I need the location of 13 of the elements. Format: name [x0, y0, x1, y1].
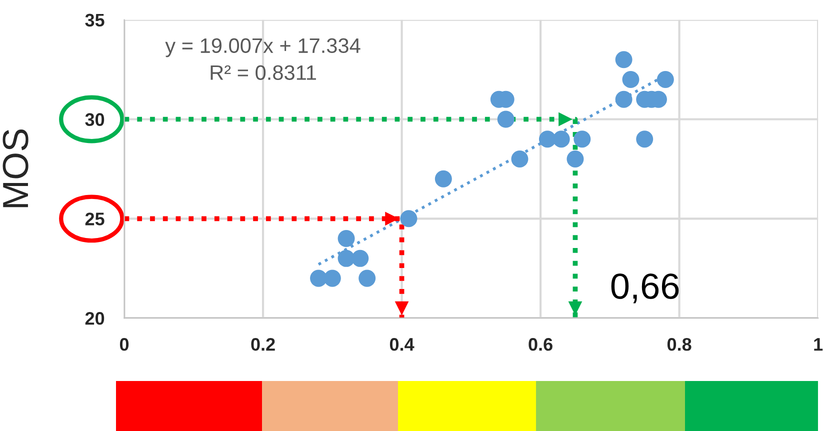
x-tick-label: 1	[814, 338, 823, 351]
annotation: 0,66	[611, 273, 679, 304]
x-tick-label: 0.6	[528, 338, 552, 351]
annotation: y = 19.007x + 17.334 R² = 0.8311	[165, 38, 360, 80]
x-tick-label: 0.8	[667, 338, 692, 351]
x-tick-label: 0.2	[251, 338, 275, 351]
y-tick-label: 30	[85, 113, 104, 126]
x-tick-label: 0.4	[390, 338, 414, 351]
y-axis-title: MOS	[2, 129, 28, 208]
y-tick-label: 20	[85, 312, 104, 325]
y-tick-label: 35	[85, 14, 104, 27]
y-tick-label: 25	[85, 212, 104, 226]
x-tick-label: 0	[120, 338, 129, 351]
